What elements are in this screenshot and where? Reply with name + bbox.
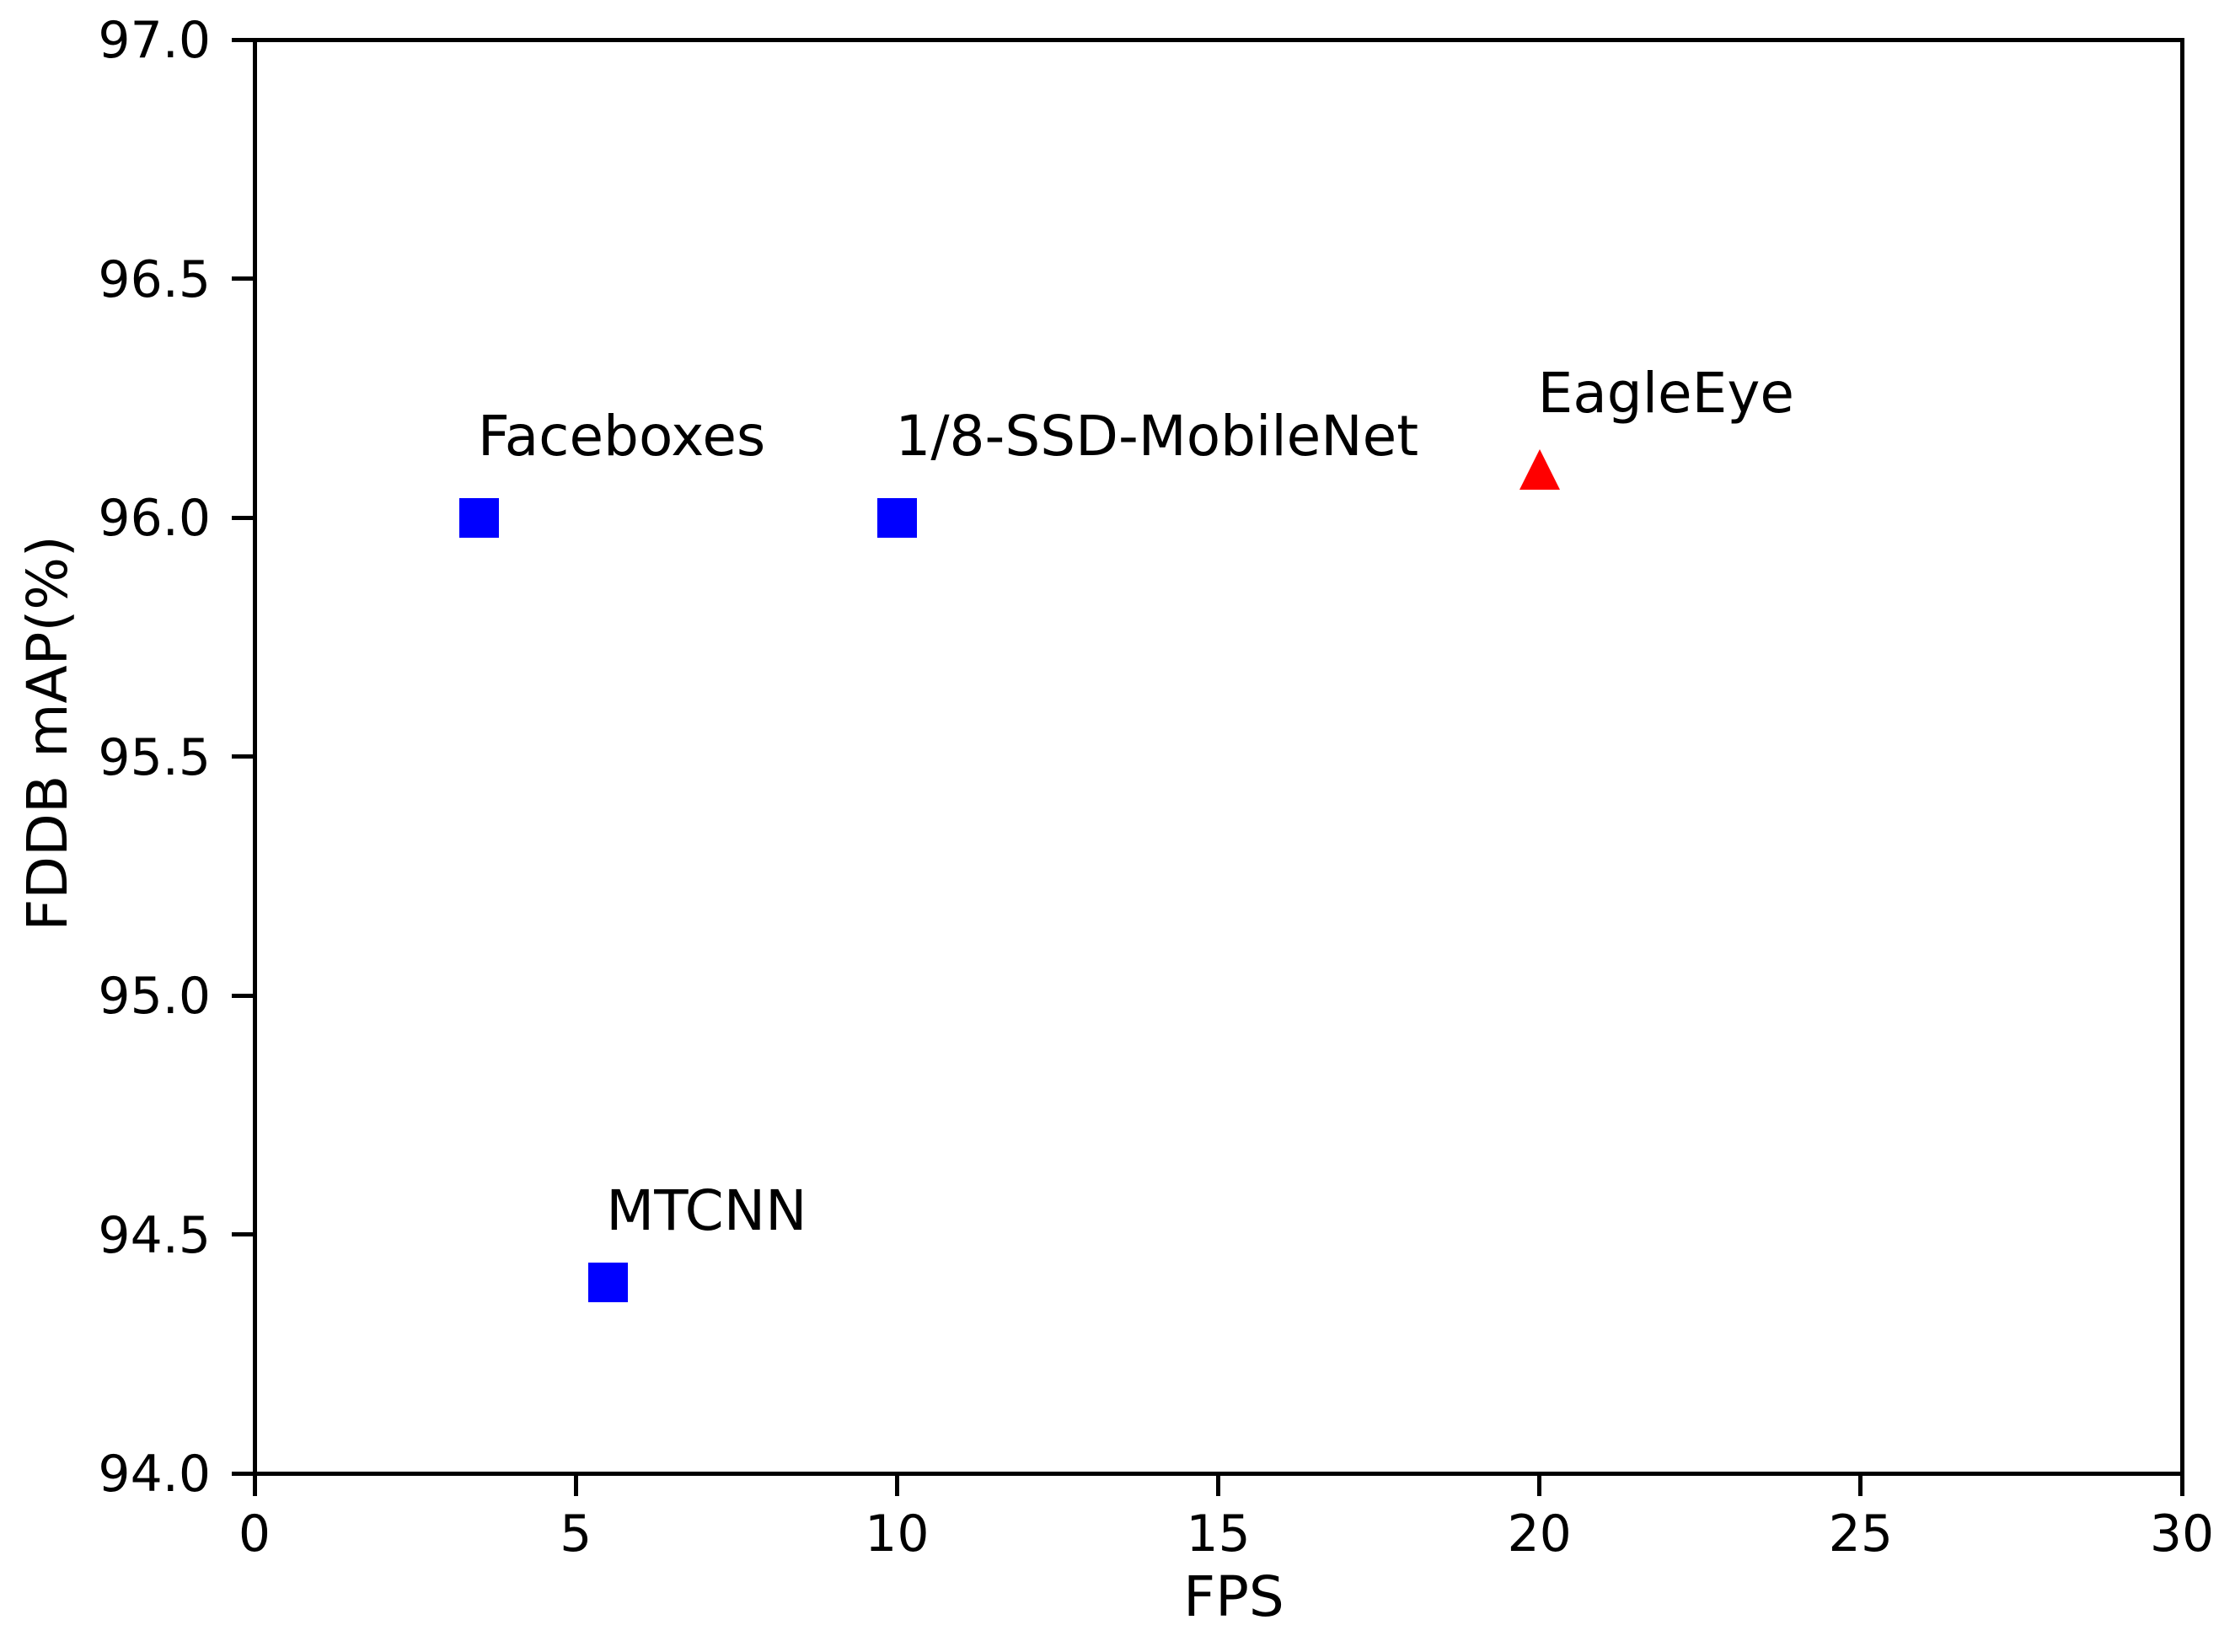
y-tick-label: 95.5: [98, 727, 211, 787]
x-tick: [1537, 1475, 1542, 1496]
marker-faceboxes: [459, 497, 500, 538]
x-tick: [2179, 1475, 2184, 1496]
marker-eagleeye: [1519, 448, 1561, 491]
x-tick: [894, 1475, 899, 1496]
annotation-1-8-ssd-mobilenet: 1/8-SSD-MobileNet: [895, 404, 1419, 469]
x-tick-label: 15: [1186, 1504, 1251, 1564]
x-tick: [573, 1475, 578, 1496]
y-tick: [232, 1232, 253, 1236]
x-tick: [1858, 1475, 1863, 1496]
y-tick: [232, 276, 253, 281]
x-axis-title: FPS: [1183, 1564, 1284, 1629]
y-tick: [232, 754, 253, 759]
x-tick-label: 20: [1507, 1504, 1572, 1564]
plot-area-border: [253, 38, 2184, 1476]
x-tick-label: 0: [238, 1504, 271, 1564]
y-tick: [232, 993, 253, 998]
x-tick: [1216, 1475, 1220, 1496]
y-tick-label: 94.5: [98, 1205, 211, 1265]
x-tick-label: 5: [560, 1504, 592, 1564]
annotation-faceboxes: Faceboxes: [477, 404, 766, 469]
x-tick-label: 10: [865, 1504, 930, 1564]
y-axis-title: FDDB mAP(%): [15, 535, 80, 931]
marker-1-8-ssd-mobilenet: [876, 497, 917, 538]
x-tick: [252, 1475, 257, 1496]
y-tick-label: 95.0: [98, 967, 211, 1026]
y-tick-label: 97.0: [98, 11, 211, 70]
y-tick-label: 96.0: [98, 489, 211, 548]
y-tick: [232, 1471, 253, 1476]
marker-mtcnn: [587, 1262, 628, 1302]
y-tick: [232, 37, 253, 42]
annotation-eagleeye: EagleEye: [1537, 361, 1795, 426]
annotation-mtcnn: MTCNN: [606, 1177, 807, 1243]
y-tick: [232, 515, 253, 520]
x-tick-label: 30: [2149, 1504, 2215, 1564]
y-tick-label: 94.0: [98, 1445, 211, 1504]
x-tick-label: 25: [1828, 1504, 1894, 1564]
y-tick-label: 96.5: [98, 249, 211, 309]
